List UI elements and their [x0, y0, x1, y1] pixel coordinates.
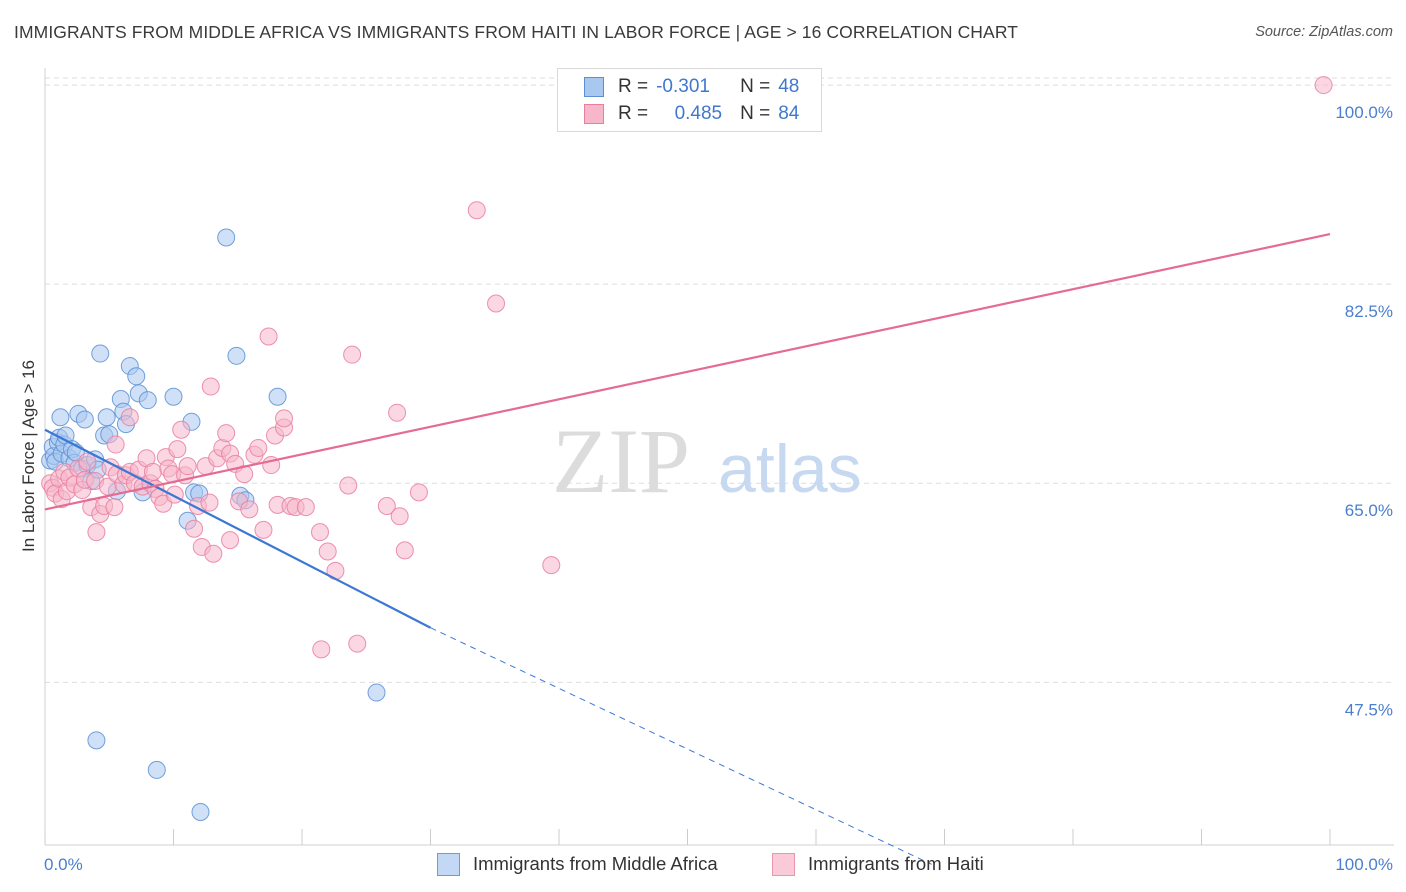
point-haiti — [348, 634, 367, 653]
point-middle-africa — [164, 387, 183, 406]
point-haiti — [339, 476, 358, 495]
point-haiti — [185, 519, 204, 538]
bottom-legend-middle-africa: Immigrants from Middle Africa — [437, 851, 718, 877]
point-haiti — [172, 420, 191, 439]
point-middle-africa — [217, 228, 236, 247]
y-axis-title: In Labor Force | Age > 16 — [19, 360, 38, 552]
point-haiti — [204, 544, 223, 563]
point-haiti — [343, 345, 362, 364]
legend-swatch-middle-africa — [584, 77, 604, 97]
legend-n-label: N = — [740, 76, 771, 97]
point-haiti — [542, 556, 561, 575]
point-haiti — [254, 520, 273, 539]
point-haiti — [395, 541, 414, 560]
trend-lines — [44, 233, 1331, 865]
bottom-legend-swatch-haiti — [772, 852, 795, 876]
legend-r-value-middle-africa: -0.301 — [656, 76, 710, 97]
point-haiti — [312, 640, 331, 659]
point-haiti — [168, 440, 187, 459]
point-middle-africa — [97, 408, 116, 427]
point-middle-africa — [51, 408, 70, 427]
point-haiti — [259, 327, 278, 346]
bottom-legend-label-haiti: Immigrants from Haiti — [808, 853, 984, 874]
watermark: ZIP atlas — [552, 410, 862, 512]
y-tick-label: 82.5% — [1345, 302, 1393, 321]
legend-r-label: R = — [618, 103, 649, 124]
point-haiti — [310, 523, 329, 542]
point-haiti — [78, 452, 97, 471]
watermark-zip: ZIP — [552, 410, 690, 512]
point-haiti — [409, 483, 428, 502]
bottom-legend-swatch-middle-africa — [437, 852, 460, 876]
point-haiti — [275, 409, 294, 428]
point-middle-africa — [147, 760, 166, 779]
point-haiti — [87, 523, 106, 542]
point-middle-africa — [227, 346, 246, 365]
point-haiti — [200, 493, 219, 512]
x-tick-label: 100.0% — [1335, 855, 1393, 874]
watermark-atlas: atlas — [718, 431, 862, 507]
legend-n-value-middle-africa: 48 — [778, 76, 800, 97]
trend-line-haiti — [44, 233, 1331, 511]
point-middle-africa — [87, 731, 106, 750]
y-tick-label: 100.0% — [1335, 103, 1393, 122]
legend-row-haiti: R = 0.485 N = 84 — [584, 102, 799, 126]
bottom-legend-label-middle-africa: Immigrants from Middle Africa — [473, 853, 718, 874]
x-tick-label: 0.0% — [44, 855, 83, 874]
point-haiti — [388, 403, 407, 422]
point-haiti — [467, 201, 486, 220]
point-haiti — [143, 462, 162, 481]
point-haiti — [221, 531, 240, 550]
y-tick-label: 65.0% — [1345, 501, 1393, 520]
point-haiti — [120, 408, 139, 427]
legend-row-middle-africa: R = -0.301 N = 48 — [584, 75, 799, 99]
series-haiti-points — [41, 76, 1333, 659]
point-middle-africa — [268, 387, 287, 406]
point-haiti — [249, 438, 268, 457]
bottom-legend-haiti: Immigrants from Haiti — [772, 851, 984, 877]
source-label: Source: ZipAtlas.com — [1255, 24, 1393, 40]
y-tick-labels: 47.5% 65.0% 82.5% 100.0% — [1335, 103, 1393, 719]
chart-title: IMMIGRANTS FROM MIDDLE AFRICA VS IMMIGRA… — [14, 22, 1019, 42]
legend-swatch-haiti — [584, 104, 604, 124]
point-middle-africa — [367, 683, 386, 702]
point-haiti — [1314, 76, 1333, 95]
point-haiti — [105, 498, 124, 517]
legend-n-label: N = — [740, 103, 771, 124]
correlation-legend: R = -0.301 N = 48 R = 0.485 N = 84 — [557, 68, 822, 132]
point-haiti — [106, 435, 125, 454]
point-haiti — [217, 424, 236, 443]
y-tick-label: 47.5% — [1345, 700, 1393, 719]
point-haiti — [377, 496, 396, 515]
gridlines — [45, 77, 1394, 683]
point-middle-africa — [75, 410, 94, 429]
point-haiti — [390, 507, 409, 526]
point-middle-africa — [138, 391, 157, 410]
point-haiti — [201, 377, 220, 396]
point-haiti — [240, 500, 259, 519]
x-tick-labels: 0.0% 100.0% — [44, 855, 1393, 874]
point-haiti — [487, 294, 506, 313]
point-middle-africa — [91, 344, 110, 363]
legend-r-label: R = — [618, 76, 649, 97]
point-haiti — [178, 457, 197, 476]
point-middle-africa — [191, 803, 210, 822]
legend-r-value-haiti: 0.485 — [674, 103, 723, 124]
point-middle-africa — [127, 367, 146, 386]
legend-n-value-haiti: 84 — [778, 103, 800, 124]
point-haiti — [318, 542, 337, 561]
trend-line-middle-africa-extension — [430, 627, 932, 865]
trend-line-middle-africa — [44, 428, 432, 629]
point-haiti — [296, 498, 315, 517]
